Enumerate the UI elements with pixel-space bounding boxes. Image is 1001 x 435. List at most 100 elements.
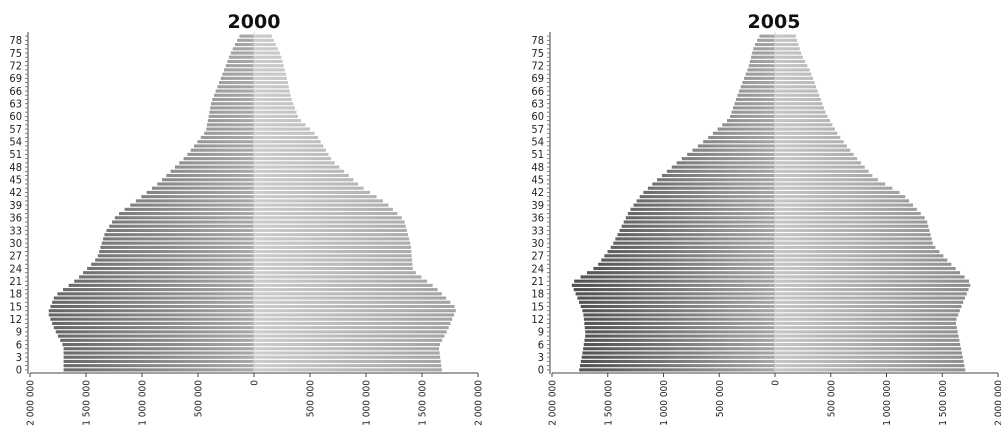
bar-right-age-74	[254, 55, 282, 59]
bar-right-age-5	[254, 347, 440, 351]
bar-left-age-35	[623, 220, 775, 224]
bar-right-age-28	[254, 250, 412, 254]
bar-right-age-7	[775, 338, 960, 342]
age-tick-label: 78	[531, 34, 544, 47]
x-tick-label: 500 000	[306, 380, 317, 417]
age-tick-label: 9	[16, 326, 22, 339]
bar-right-age-33	[254, 228, 407, 233]
bar-right-age-67	[775, 85, 817, 89]
bars-layer	[571, 34, 971, 372]
bar-right-age-52	[775, 148, 851, 152]
bar-left-age-34	[109, 224, 255, 228]
bar-left-age-73	[749, 59, 775, 64]
bar-left-age-67	[740, 85, 775, 89]
bar-left-age-78	[757, 38, 775, 42]
bar-left-age-50	[183, 157, 254, 161]
bar-right-age-34	[775, 224, 929, 228]
age-tick-label: 75	[531, 47, 544, 60]
bar-left-age-72	[748, 64, 775, 68]
bar-left-age-42	[146, 190, 254, 194]
chart-title: 2005	[748, 11, 801, 33]
bar-left-age-27	[604, 254, 775, 258]
bar-right-age-57	[775, 127, 835, 131]
bar-left-age-62	[733, 106, 775, 110]
bar-right-age-12	[775, 317, 957, 321]
axes-layer	[547, 32, 999, 377]
bar-left-age-26	[601, 258, 775, 262]
age-tick-label: 51	[531, 148, 544, 161]
bar-right-age-52	[254, 148, 326, 152]
bar-left-age-11	[52, 321, 255, 325]
age-tick-label: 78	[9, 34, 22, 47]
age-tick-label: 63	[9, 98, 22, 111]
x-tick-label: 500 000	[715, 380, 726, 417]
bar-left-age-19	[573, 288, 775, 292]
bar-right-age-78	[775, 38, 798, 42]
age-tick-label: 30	[9, 237, 22, 250]
bar-left-age-77	[754, 43, 775, 47]
bar-right-age-26	[254, 258, 413, 262]
bar-right-age-50	[775, 157, 858, 161]
population-axis: 2 000 000 1 500 000 1 000 000 500 000 0 500 0…	[548, 380, 1001, 426]
bar-left-age-14	[582, 309, 775, 313]
bar-left-age-33	[619, 228, 775, 233]
age-tick-label: 18	[531, 288, 544, 301]
age-tick-label: 30	[531, 237, 544, 250]
bar-left-age-21	[574, 279, 775, 283]
bar-right-age-25	[254, 262, 413, 266]
bar-left-age-35	[112, 220, 254, 224]
bar-left-age-42	[643, 190, 775, 194]
bar-right-age-42	[254, 190, 371, 194]
bar-left-age-0	[579, 368, 775, 372]
age-tick-label: 12	[9, 313, 22, 326]
bar-left-age-1	[63, 364, 254, 368]
bar-right-age-47	[775, 169, 869, 173]
age-tick-label: 72	[531, 59, 544, 72]
bar-left-age-73	[227, 59, 254, 64]
bar-right-age-27	[254, 254, 412, 258]
bar-left-age-5	[63, 347, 254, 351]
bar-left-age-49	[179, 161, 254, 165]
bar-left-age-48	[174, 165, 254, 169]
pyramid-2005: 2005 03691215182124273033363942454851545…	[531, 11, 1001, 426]
bar-right-age-18	[775, 292, 967, 296]
bar-right-age-73	[254, 59, 283, 64]
bar-right-age-77	[254, 43, 276, 47]
bar-right-age-62	[254, 106, 295, 110]
bar-left-age-17	[577, 296, 775, 300]
bar-left-age-10	[53, 326, 254, 330]
age-axis: 0369121518212427303336394245485154576063…	[9, 34, 22, 377]
bar-right-age-66	[775, 89, 818, 93]
x-tick-label: 1 000 000	[659, 380, 670, 426]
x-tick-label: 1 000 000	[362, 380, 373, 426]
age-tick-label: 57	[9, 123, 22, 136]
age-tick-label: 66	[9, 85, 22, 98]
bar-right-age-72	[254, 64, 284, 68]
bar-left-age-59	[726, 119, 775, 123]
bar-right-age-60	[775, 114, 828, 118]
age-tick-label: 24	[9, 262, 22, 275]
bar-left-age-11	[584, 321, 775, 325]
bar-left-age-1	[580, 364, 775, 368]
age-tick-label: 21	[531, 275, 544, 288]
bar-right-age-30	[775, 241, 933, 245]
bar-left-age-9	[55, 330, 255, 334]
age-tick-label: 69	[9, 72, 22, 85]
bar-left-age-71	[224, 68, 254, 72]
bar-right-age-49	[775, 161, 861, 165]
bar-right-age-10	[254, 326, 449, 330]
bar-left-age-76	[753, 47, 775, 51]
bar-right-age-29	[775, 245, 936, 249]
bar-right-age-1	[775, 364, 965, 368]
bar-right-age-32	[254, 233, 408, 237]
bar-right-age-1	[254, 364, 442, 368]
bar-right-age-39	[775, 203, 913, 207]
age-tick-label: 6	[16, 338, 22, 351]
age-tick-label: 12	[531, 313, 544, 326]
bar-left-age-18	[575, 292, 775, 296]
bar-right-age-2	[254, 359, 441, 363]
bar-right-age-26	[775, 258, 948, 262]
age-tick-label: 48	[9, 161, 22, 174]
bar-left-age-50	[681, 157, 775, 161]
bar-right-age-36	[775, 216, 925, 220]
